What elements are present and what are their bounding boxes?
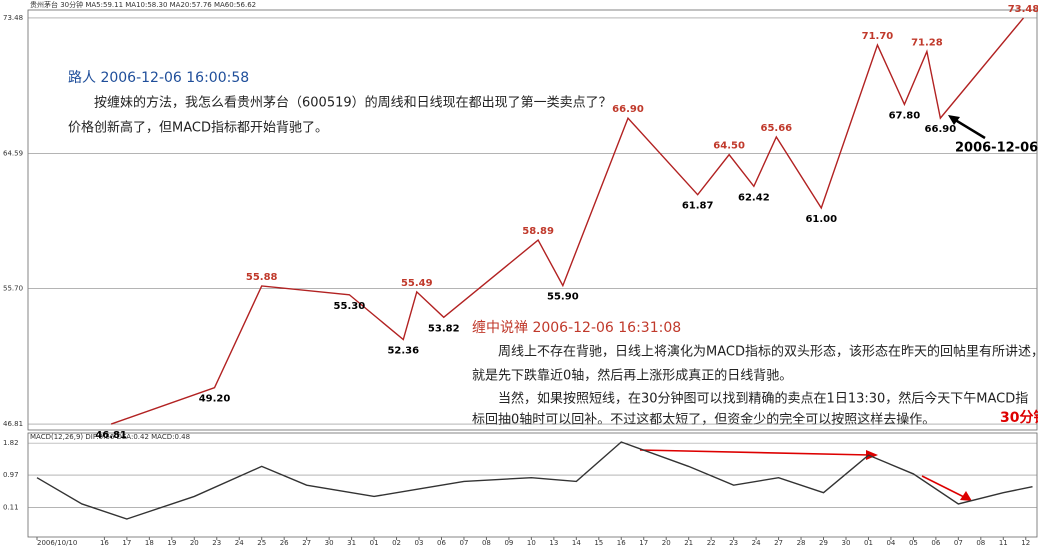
x-tick-label: 30 — [842, 539, 851, 547]
x-tick-label: 27 — [302, 539, 311, 547]
answer-line: 标回抽0轴时可以回补。不过这都太短了，但资金少的完全可以按照这样去操作。 — [472, 412, 935, 428]
x-tick-label: 24 — [235, 539, 244, 547]
x-tick-label: 13 — [549, 539, 558, 547]
date-arrow — [951, 116, 986, 140]
x-tick-label: 11 — [999, 539, 1008, 547]
value-label: 61.00 — [805, 214, 837, 225]
value-label: 73.48 — [1008, 4, 1038, 15]
x-tick-label: 01 — [370, 539, 379, 547]
x-tick-label: 02 — [392, 539, 401, 547]
x-tick-label: 26 — [280, 539, 289, 547]
x-tick-label: 21 — [684, 539, 693, 547]
x-tick-label: 16 — [100, 539, 109, 547]
x-tick-label: 04 — [886, 539, 895, 547]
y-tick-label: 0.11 — [3, 503, 19, 511]
macd-header: MACD(12,26,9) DIF:0.66 DEA:0.42 MACD:0.4… — [30, 433, 190, 441]
x-tick-label: 08 — [482, 539, 491, 547]
value-label: 71.70 — [862, 31, 894, 42]
value-label: 49.20 — [199, 394, 231, 405]
x-tick-label: 29 — [819, 539, 828, 547]
value-label: 53.82 — [428, 323, 460, 334]
date-tag: 2006-12-06 — [955, 141, 1038, 156]
x-tick-label: 07 — [954, 539, 963, 547]
value-label: 58.89 — [522, 226, 554, 237]
y-tick-label: 73.48 — [3, 14, 23, 22]
value-label: 46.81 — [95, 430, 127, 441]
x-tick-label: 23 — [729, 539, 738, 547]
value-label: 55.88 — [246, 272, 278, 283]
x-tick-label: 08 — [976, 539, 985, 547]
x-tick-label: 19 — [167, 539, 176, 547]
y-tick-label: 64.59 — [3, 149, 23, 157]
question-line: 价格创新高了，但MACD指标都开始背驰了。 — [68, 120, 328, 136]
price-line — [36, 441, 1033, 520]
y-tick-label: 0.97 — [3, 471, 19, 479]
x-tick-label: 25 — [257, 539, 266, 547]
answer-line: 就是先下跌靠近0轴，然后再上涨形成真正的日线背驰。 — [472, 368, 792, 384]
value-label: 71.28 — [911, 37, 943, 48]
x-tick-label: 16 — [617, 539, 626, 547]
x-tick-label: 06 — [931, 539, 940, 547]
x-tick-label: 03 — [415, 539, 424, 547]
y-tick-label: 1.82 — [3, 439, 19, 447]
macd-panel — [27, 432, 1038, 538]
divergence-arrow-head — [866, 450, 878, 460]
x-tick-label: 20 — [190, 539, 199, 547]
value-label: 66.90 — [612, 104, 644, 115]
x-tick-label: 06 — [437, 539, 446, 547]
x-tick-label: 17 — [639, 539, 648, 547]
x-tick-label: 24 — [752, 539, 761, 547]
x-tick-label: 28 — [797, 539, 806, 547]
y-tick-label: 55.70 — [3, 285, 23, 293]
answer-line: 周线上不存在背驰，日线上将演化为MACD指标的双头形态，该形态在昨天的回帖里有所… — [498, 344, 1038, 360]
value-label: 55.30 — [334, 301, 366, 312]
value-label: 55.49 — [401, 278, 433, 289]
x-tick-label: 22 — [707, 539, 716, 547]
price-line — [110, 17, 1025, 425]
x-tick-label: 18 — [145, 539, 154, 547]
price-panel — [27, 9, 1038, 431]
value-label: 61.87 — [682, 201, 714, 212]
x-tick-label: 17 — [122, 539, 131, 547]
answer-header: 缠中说禅 2006-12-06 16:31:08 — [472, 319, 681, 336]
question-header: 路人 2006-12-06 16:00:58 — [68, 70, 249, 86]
value-label: 65.66 — [761, 123, 793, 134]
price-header: 贵州茅台 30分钟 MA5:59.11 MA10:58.30 MA20:57.7… — [30, 0, 256, 9]
x-tick-label: 09 — [504, 539, 513, 547]
date-arrow-head — [948, 115, 960, 125]
x-tick-label: 27 — [774, 539, 783, 547]
x-tick-label: 23 — [212, 539, 221, 547]
x-tick-label: 05 — [909, 539, 918, 547]
x-tick-label: 2006/10/10 — [37, 539, 77, 547]
x-tick-label: 12 — [1021, 539, 1030, 547]
pullback-arrow-head — [960, 491, 972, 501]
x-tick-label: 01 — [864, 539, 873, 547]
period-tag: 30分钟 — [1000, 409, 1038, 426]
x-tick-label: 10 — [527, 539, 536, 547]
value-label: 67.80 — [889, 110, 921, 121]
x-tick-label: 14 — [572, 539, 581, 547]
pullback-arrow — [921, 475, 967, 499]
x-tick-label: 31 — [347, 539, 356, 547]
divergence-arrow — [639, 449, 871, 456]
value-label: 62.42 — [738, 192, 770, 203]
x-tick-label: 15 — [594, 539, 603, 547]
x-tick-label: 20 — [662, 539, 671, 547]
y-tick-label: 46.81 — [3, 420, 23, 428]
value-label: 55.90 — [547, 292, 579, 303]
x-tick-label: 07 — [459, 539, 468, 547]
answer-line: 当然，如果按照短线，在30分钟图可以找到精确的卖点在1日13:30，然后今天下午… — [498, 391, 1028, 407]
question-line: 按缠妹的方法，我怎么看贵州茅台（600519）的周线和日线现在都出现了第一类卖点… — [94, 95, 612, 111]
value-label: 64.50 — [713, 141, 745, 152]
value-label: 52.36 — [387, 346, 419, 357]
x-tick-label: 30 — [325, 539, 334, 547]
value-label: 66.90 — [925, 124, 957, 135]
